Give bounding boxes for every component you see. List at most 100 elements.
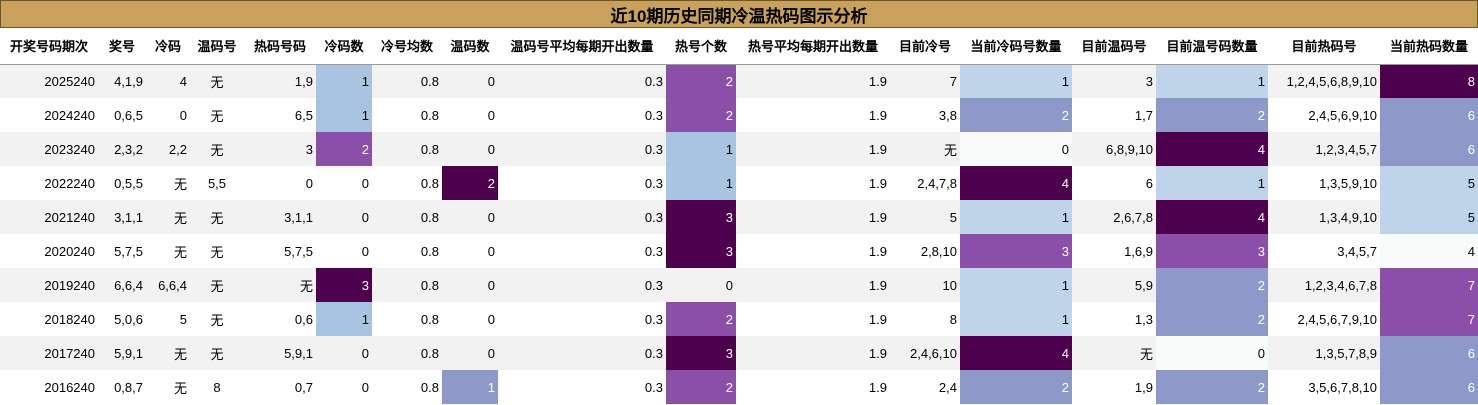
column-header[interactable]: 冷号均数 xyxy=(372,28,442,65)
prize-cell: 4,1,9 xyxy=(98,64,146,98)
warm-count-cell: 0 xyxy=(442,234,498,268)
current-warm-count-cell: 4 xyxy=(1156,200,1268,234)
warm-count-cell: 2 xyxy=(442,166,498,200)
current-hot-count-cell: 8 xyxy=(1380,64,1478,98)
cold-count-cell: 2 xyxy=(316,132,372,166)
warm-count-cell: 0 xyxy=(442,302,498,336)
hot-code-cell: 5,9,1 xyxy=(244,336,316,370)
column-header[interactable]: 热号平均每期开出数量 xyxy=(736,28,890,65)
current-hot-count-cell: 6 xyxy=(1380,370,1478,404)
current-cold-cell: 10 xyxy=(890,268,960,302)
current-warm-cell: 5,9 xyxy=(1072,268,1156,302)
warm-count-cell: 0 xyxy=(442,268,498,302)
cold-average-cell: 0.8 xyxy=(372,98,442,132)
warm-average-cell: 0.3 xyxy=(498,166,666,200)
column-header[interactable]: 开奖号码期次 xyxy=(0,28,98,65)
current-cold-count-cell: 0 xyxy=(960,132,1072,166)
hot-code-cell: 无 xyxy=(244,268,316,302)
hot-average-cell: 1.9 xyxy=(736,268,890,302)
column-header[interactable]: 冷码数 xyxy=(316,28,372,65)
current-warm-count-cell: 2 xyxy=(1156,268,1268,302)
cold-count-cell: 1 xyxy=(316,98,372,132)
prize-cell: 0,6,5 xyxy=(98,98,146,132)
current-warm-count-cell: 1 xyxy=(1156,166,1268,200)
current-hot-count-cell: 7 xyxy=(1380,268,1478,302)
current-warm-cell: 2,6,7,8 xyxy=(1072,200,1156,234)
column-header[interactable]: 当前热码数量 xyxy=(1380,28,1478,65)
prize-cell: 0,8,7 xyxy=(98,370,146,404)
warm-code-cell: 无 xyxy=(190,336,244,370)
cold-average-cell: 0.8 xyxy=(372,234,442,268)
current-hot-cell: 3,5,6,7,8,10 xyxy=(1268,370,1380,404)
current-cold-count-cell: 2 xyxy=(960,370,1072,404)
cold-code-cell: 无 xyxy=(146,234,190,268)
hot-count-cell: 2 xyxy=(666,64,736,98)
cold-code-cell: 5 xyxy=(146,302,190,336)
cold-code-cell: 无 xyxy=(146,336,190,370)
issue-cell: 2019240 xyxy=(0,268,98,302)
prize-cell: 0,5,5 xyxy=(98,166,146,200)
table-row[interactable]: 2020240 5,7,5 无无 5,7,5 0 0.8 0 0.3 3 1.9 2,8,10 3 1,… xyxy=(0,234,1478,268)
warm-code-cell: 8 xyxy=(190,370,244,404)
issue-cell: 2023240 xyxy=(0,132,98,166)
hot-average-cell: 1.9 xyxy=(736,234,890,268)
issue-cell: 2025240 xyxy=(0,64,98,98)
column-header[interactable]: 目前温码号 xyxy=(1072,28,1156,65)
current-hot-count-cell: 5 xyxy=(1380,166,1478,200)
current-warm-count-cell: 2 xyxy=(1156,302,1268,336)
warm-average-cell: 0.3 xyxy=(498,200,666,234)
hot-count-cell: 3 xyxy=(666,336,736,370)
column-header[interactable]: 目前温号码数量 xyxy=(1156,28,1268,65)
current-warm-count-cell: 1 xyxy=(1156,64,1268,98)
table-row[interactable]: 2019240 6,6,4 6,6,4 无无 3 0.8 0 0.3 0 1.9 10 1 5,9 2 1,… xyxy=(0,268,1478,302)
warm-average-cell: 0.3 xyxy=(498,234,666,268)
current-warm-count-cell: 3 xyxy=(1156,234,1268,268)
prize-cell: 2,3,2 xyxy=(98,132,146,166)
hot-code-cell: 3,1,1 xyxy=(244,200,316,234)
column-header[interactable]: 温码号平均每期开出数量 xyxy=(498,28,666,65)
column-header[interactable]: 热号个数 xyxy=(666,28,736,65)
table-row[interactable]: 2025240 4,1,9 4 无 1,9 1 0.8 0 0.3 2 1.9 7 1 3 1 1,2,4,5… xyxy=(0,64,1478,98)
cold-count-cell: 0 xyxy=(316,200,372,234)
current-warm-cell: 无 xyxy=(1072,336,1156,370)
column-header[interactable]: 温码数 xyxy=(442,28,498,65)
cold-average-cell: 0.8 xyxy=(372,132,442,166)
warm-average-cell: 0.3 xyxy=(498,98,666,132)
column-header[interactable]: 奖号 xyxy=(98,28,146,65)
current-cold-cell: 8 xyxy=(890,302,960,336)
table-row[interactable]: 2022240 0,5,5 无 5,5 0 0 0.8 2 0.3 1 1.9 2,4,7,8 4 6 1 1… xyxy=(0,166,1478,200)
table-row[interactable]: 2021240 3,1,1 无无 3,1,1 0 0.8 0 0.3 3 1.9 5 1 2,6,7,8… xyxy=(0,200,1478,234)
issue-cell: 2020240 xyxy=(0,234,98,268)
hot-code-cell: 3 xyxy=(244,132,316,166)
prize-cell: 5,0,6 xyxy=(98,302,146,336)
current-cold-cell: 2,4,6,10 xyxy=(890,336,960,370)
cold-count-cell: 0 xyxy=(316,234,372,268)
current-cold-cell: 2,8,10 xyxy=(890,234,960,268)
column-header[interactable]: 当前冷码号数量 xyxy=(960,28,1072,65)
warm-average-cell: 0.3 xyxy=(498,336,666,370)
warm-average-cell: 0.3 xyxy=(498,268,666,302)
warm-count-cell: 1 xyxy=(442,370,498,404)
warm-count-cell: 0 xyxy=(442,98,498,132)
column-header[interactable]: 冷码 xyxy=(146,28,190,65)
table-row[interactable]: 2024240 0,6,5 0 无 6,5 1 0.8 0 0.3 2 1.9 3,8 2 1,7 2 2,4… xyxy=(0,98,1478,132)
table-row[interactable]: 2023240 2,3,2 2,2 无 3 2 0.8 0 0.3 1 1.9 无 0 6,8,9,10 4… xyxy=(0,132,1478,166)
warm-code-cell: 无 xyxy=(190,200,244,234)
column-header[interactable]: 温码号 xyxy=(190,28,244,65)
cold-average-cell: 0.8 xyxy=(372,64,442,98)
table-row[interactable]: 2017240 5,9,1 无无 5,9,1 0 0.8 0 0.3 3 1.9 2,4,6,10 4… xyxy=(0,336,1478,370)
current-hot-cell: 1,2,3,4,5,7 xyxy=(1268,132,1380,166)
column-header[interactable]: 目前冷号 xyxy=(890,28,960,65)
hot-average-cell: 1.9 xyxy=(736,64,890,98)
current-warm-count-cell: 4 xyxy=(1156,132,1268,166)
table-row[interactable]: 2016240 0,8,7 无 8 0,7 0 0.8 1 0.3 2 1.9 2,4 2 1,9 2 3,5… xyxy=(0,370,1478,404)
column-header[interactable]: 目前热码号 xyxy=(1268,28,1380,65)
cold-average-cell: 0.8 xyxy=(372,166,442,200)
hot-average-cell: 1.9 xyxy=(736,302,890,336)
warm-count-cell: 0 xyxy=(442,336,498,370)
issue-cell: 2024240 xyxy=(0,98,98,132)
column-header[interactable]: 热码号码 xyxy=(244,28,316,65)
table-row[interactable]: 2018240 5,0,6 5 无 0,6 1 0.8 0 0.3 2 1.9 8 1 1,3 2 2,4,5… xyxy=(0,302,1478,336)
cold-count-cell: 1 xyxy=(316,302,372,336)
hot-average-cell: 1.9 xyxy=(736,336,890,370)
